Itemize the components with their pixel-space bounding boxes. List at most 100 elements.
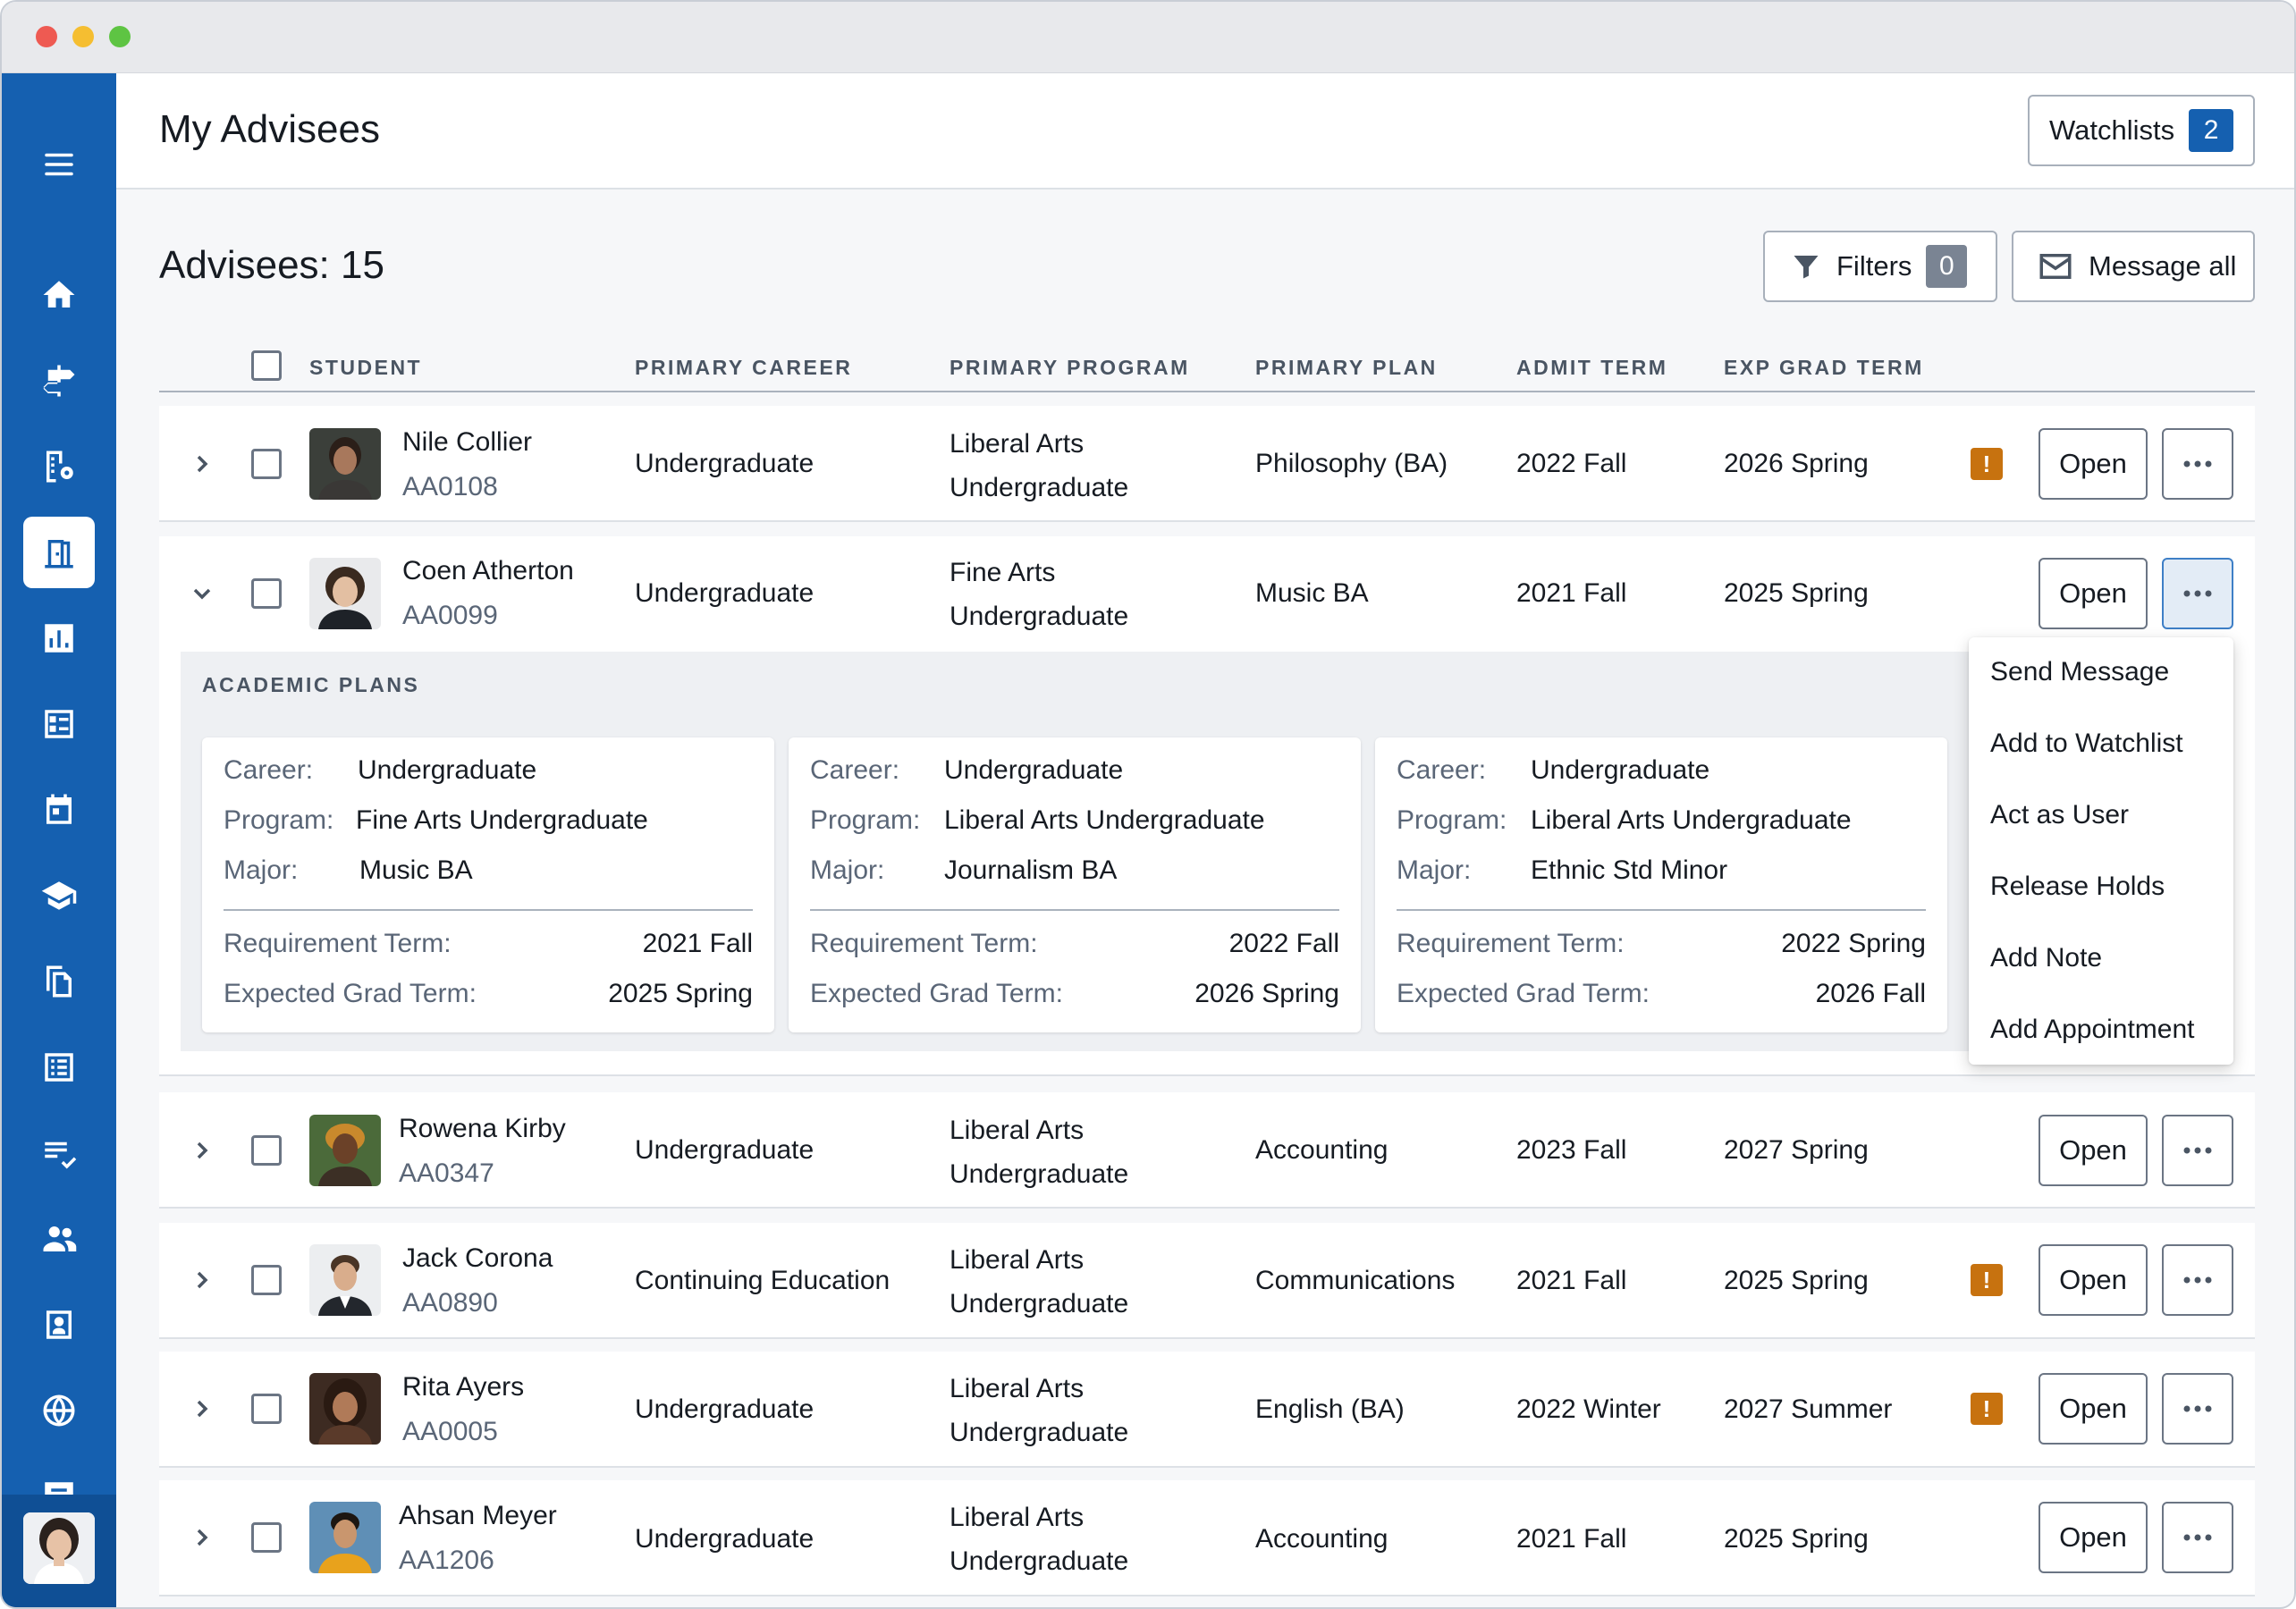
signpost-icon[interactable] (23, 345, 95, 417)
column-header-exp-grad-term[interactable]: EXP GRAD TERM (1724, 356, 1924, 379)
expand-chevron-right-icon[interactable] (190, 451, 215, 476)
list-icon[interactable] (23, 1032, 95, 1103)
filters-label: Filters (1836, 250, 1912, 282)
column-header-primary-plan[interactable]: PRIMARY PLAN (1255, 356, 1438, 379)
globe-icon[interactable] (23, 1375, 95, 1446)
menu-item-act-as-user[interactable]: Act as User (1990, 800, 2130, 830)
people-icon[interactable] (23, 1203, 95, 1275)
requirement-term-label: Requirement Term: (224, 929, 452, 958)
open-button[interactable]: Open (2039, 558, 2148, 629)
table-header-divider (159, 391, 2255, 392)
more-actions-button[interactable] (2162, 1115, 2233, 1186)
menu-item-add-appointment[interactable]: Add Appointment (1990, 1015, 2195, 1044)
maximize-window-button[interactable] (109, 26, 131, 47)
more-actions-button[interactable] (2162, 1502, 2233, 1573)
primary-program-line1: Liberal Arts (950, 1503, 1085, 1532)
primary-program-line2: Undergraduate (950, 1289, 1129, 1318)
row-checkbox[interactable] (251, 1135, 282, 1166)
menu-icon[interactable] (23, 129, 95, 200)
filters-count-badge: 0 (1926, 245, 1968, 288)
primary-plan: Accounting (1255, 1135, 1389, 1165)
calendar-icon[interactable] (23, 774, 95, 846)
program-label: Program: (810, 805, 921, 835)
menu-item-add-to-watchlist[interactable]: Add to Watchlist (1990, 729, 2183, 758)
student-name[interactable]: Rita Ayers (402, 1372, 525, 1402)
career-value: Undergraduate (1531, 755, 1710, 785)
primary-program-line1: Liberal Arts (950, 429, 1085, 459)
admit-term: 2022 Winter (1516, 1394, 1661, 1424)
student-name[interactable]: Rowena Kirby (399, 1114, 566, 1143)
minimize-window-button[interactable] (72, 26, 94, 47)
row-checkbox[interactable] (251, 1394, 282, 1424)
open-button[interactable]: Open (2039, 1373, 2148, 1445)
column-header-primary-program[interactable]: PRIMARY PROGRAM (950, 356, 1190, 379)
open-button[interactable]: Open (2039, 1115, 2148, 1186)
student-avatar (309, 1244, 381, 1316)
exp-grad-term: 2026 Spring (1724, 449, 1869, 478)
major-label: Major: (810, 855, 885, 885)
row-checkbox[interactable] (251, 578, 282, 609)
warning-icon[interactable]: ! (1971, 448, 2003, 480)
student-id: AA0890 (402, 1288, 498, 1318)
door-icon[interactable] (23, 517, 95, 588)
exp-grad-term: 2027 Spring (1724, 1135, 1869, 1165)
student-name[interactable]: Jack Corona (402, 1243, 553, 1273)
building-settings-icon[interactable] (23, 431, 95, 502)
student-id: AA0347 (399, 1158, 494, 1188)
more-actions-button[interactable] (2162, 1244, 2233, 1316)
primary-program-line1: Liberal Arts (950, 1245, 1085, 1275)
home-icon[interactable] (23, 259, 95, 331)
student-name[interactable]: Coen Atherton (402, 556, 574, 585)
row-checkbox[interactable] (251, 1522, 282, 1553)
student-id: AA0099 (402, 601, 498, 630)
menu-item-release-holds[interactable]: Release Holds (1990, 872, 2165, 901)
expand-chevron-right-icon[interactable] (190, 1396, 215, 1421)
table-row[interactable] (159, 1480, 2255, 1596)
exp-grad-term: 2025 Spring (1724, 578, 1869, 608)
column-header-student[interactable]: STUDENT (309, 356, 423, 379)
bar-chart-icon[interactable] (23, 602, 95, 674)
row-checkbox[interactable] (251, 449, 282, 479)
graduation-cap-icon[interactable] (23, 860, 95, 931)
primary-plan: Music BA (1255, 578, 1369, 608)
open-button[interactable]: Open (2039, 1244, 2148, 1316)
task-list-icon[interactable] (23, 1117, 95, 1189)
select-all-checkbox[interactable] (251, 350, 282, 381)
message-all-button[interactable]: Message all (2012, 231, 2255, 302)
warning-icon[interactable]: ! (1971, 1264, 2003, 1296)
expand-chevron-right-icon[interactable] (190, 1138, 215, 1163)
open-button[interactable]: Open (2039, 1502, 2148, 1573)
table-row[interactable] (159, 406, 2255, 522)
collapse-chevron-down-icon[interactable] (190, 581, 215, 606)
expand-chevron-right-icon[interactable] (190, 1268, 215, 1293)
warning-icon[interactable]: ! (1971, 1393, 2003, 1425)
filter-icon (1794, 256, 1819, 279)
filters-button[interactable]: Filters 0 (1763, 231, 1997, 302)
menu-item-add-note[interactable]: Add Note (1990, 943, 2103, 973)
contact-card-icon[interactable] (23, 1289, 95, 1360)
more-actions-button[interactable] (2162, 558, 2233, 629)
more-actions-button[interactable] (2162, 1373, 2233, 1445)
more-actions-button[interactable] (2162, 428, 2233, 500)
sidebar-nav (2, 73, 116, 1607)
row-checkbox[interactable] (251, 1265, 282, 1295)
table-row[interactable] (159, 1092, 2255, 1209)
documents-icon[interactable] (23, 946, 95, 1017)
close-window-button[interactable] (36, 26, 57, 47)
open-button[interactable]: Open (2039, 428, 2148, 500)
table-row[interactable] (159, 1352, 2255, 1468)
watchlists-count-badge: 2 (2189, 109, 2234, 152)
primary-program-line2: Undergraduate (950, 473, 1129, 502)
major-value: Journalism BA (944, 855, 1118, 885)
menu-item-send-message[interactable]: Send Message (1990, 657, 2170, 687)
student-avatar (309, 428, 381, 500)
student-name[interactable]: Nile Collier (402, 427, 533, 457)
column-header-primary-career[interactable]: PRIMARY CAREER (635, 356, 853, 379)
checklist-card-icon[interactable] (23, 688, 95, 760)
user-avatar[interactable] (23, 1512, 95, 1584)
table-row[interactable] (159, 1223, 2255, 1339)
expand-chevron-right-icon[interactable] (190, 1525, 215, 1550)
student-name[interactable]: Ahsan Meyer (399, 1501, 557, 1530)
watchlists-button[interactable]: Watchlists 2 (2028, 95, 2255, 166)
column-header-admit-term[interactable]: ADMIT TERM (1516, 356, 1668, 379)
